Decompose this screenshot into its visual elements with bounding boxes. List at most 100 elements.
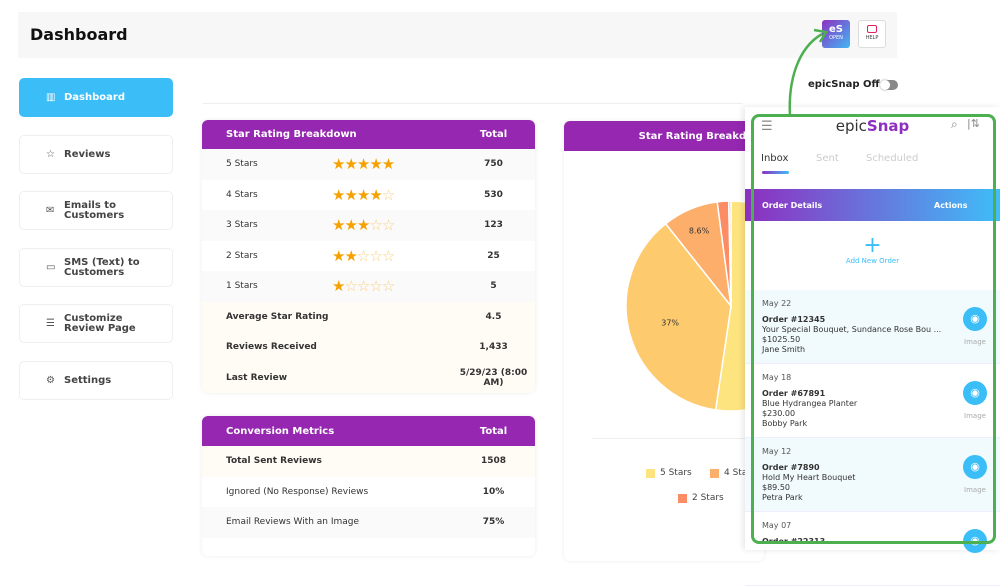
epicsnap-toggle[interactable] — [880, 80, 898, 90]
sidebar-item-label: SMS (Text) to Customers — [64, 256, 140, 278]
row-label: 5 Stars — [226, 159, 258, 170]
sidebar-item-dashboard[interactable]: ▥ Dashboard — [19, 78, 173, 117]
legend-swatch — [678, 493, 687, 503]
legend-item[interactable]: 2 Stars — [678, 493, 724, 503]
sidebar-item-settings[interactable]: ⚙ Settings — [19, 361, 173, 400]
plus-icon: + — [863, 233, 882, 258]
row-value: 1,433 — [479, 342, 508, 353]
customer-name: Jane Smith — [762, 345, 806, 354]
pie-chart-card: Star Rating Breakdown 37% 8.6% 5 Stars 4 … — [564, 121, 764, 561]
tab-inbox[interactable]: Inbox — [761, 153, 789, 164]
layout-icon: ☰ — [46, 317, 55, 329]
table-row: Total Sent Reviews 1508 — [202, 446, 535, 477]
tab-scheduled[interactable]: Scheduled — [866, 153, 919, 164]
camera-icon[interactable]: ◉ — [963, 307, 987, 331]
hamburger-menu-icon[interactable]: ☰ — [761, 119, 773, 134]
gear-icon: ⚙ — [46, 374, 55, 386]
divider — [203, 103, 743, 104]
total-header: Total — [479, 425, 508, 437]
help-button[interactable]: HELP — [858, 20, 886, 48]
table-header: Conversion Metrics Total — [202, 416, 535, 446]
star-rating-icons: ★★★☆☆ — [332, 216, 395, 235]
star-rating-icons: ★★☆☆☆ — [332, 246, 395, 265]
pie-chart: 37% 8.6% — [625, 200, 764, 412]
row-label: Reviews Received — [226, 342, 317, 353]
email-icon: ✉ — [46, 204, 55, 216]
table-row: 3 Stars ★★★☆☆ 123 — [202, 210, 535, 241]
legend-label: 2 Stars — [692, 493, 724, 503]
row-total: 530 — [484, 189, 503, 200]
legend-item[interactable]: 4 Sta — [710, 468, 747, 478]
chart-header: Star Rating Breakdown — [564, 121, 764, 151]
order-date: May 12 — [762, 447, 792, 456]
row-value: 4.5 — [485, 311, 502, 322]
open-label: OPEN — [829, 35, 843, 41]
star-icon: ☆ — [46, 148, 55, 160]
sidebar-item-emails[interactable]: ✉ Emails to Customers — [19, 191, 173, 230]
total-header: Total — [479, 129, 508, 140]
row-label: Ignored (No Response) Reviews — [226, 486, 369, 497]
epicsnap-logo-icon: eS — [829, 24, 843, 35]
sidebar-item-sms[interactable]: ▭ SMS (Text) to Customers — [19, 248, 173, 287]
order-number: Order #67891 — [762, 389, 826, 398]
legend-label: 4 Sta — [724, 468, 748, 478]
col-order-details: Order Details — [762, 201, 823, 210]
sidebar-item-label: Reviews — [64, 148, 111, 160]
chart-title: Star Rating Breakdown — [638, 130, 764, 142]
tab-sent[interactable]: Sent — [816, 153, 839, 164]
sidebar-item-reviews[interactable]: ☆ Reviews — [19, 135, 173, 174]
row-value: 75% — [482, 517, 505, 528]
order-item[interactable]: May 22 Order #12345 Your Special Bouquet, … — [745, 290, 1000, 364]
order-items: Blue Hydrangea Planter — [762, 399, 858, 408]
row-label: 1 Stars — [226, 281, 258, 292]
order-date: May 07 — [762, 521, 792, 530]
table-title: Conversion Metrics — [226, 425, 335, 437]
row-label: 4 Stars — [226, 189, 258, 200]
image-action-label: Image — [964, 486, 986, 494]
epicsnap-panel: ☰ epicSnap ⌕ |⇅ Inbox Sent Scheduled Ord… — [745, 107, 1000, 586]
customer-name: Bobby Park — [762, 419, 808, 428]
star-rating-icons: ★★★★★ — [332, 155, 395, 174]
row-total: 5 — [490, 281, 497, 292]
data-label: 37% — [661, 318, 679, 327]
star-rating-icons: ★☆☆☆☆ — [332, 277, 395, 296]
row-total: 123 — [484, 220, 503, 231]
row-label: 2 Stars — [226, 250, 258, 261]
order-item[interactable]: May 18 Order #67891 Blue Hydrangea Planter… — [745, 364, 1000, 438]
add-new-order-button[interactable]: + Add New Order — [745, 233, 1000, 266]
order-item[interactable]: May 07 Order #22313 ◉ — [745, 512, 1000, 586]
row-total: 25 — [487, 250, 500, 261]
order-number: Order #12345 — [762, 315, 826, 324]
star-rating-icons: ★★★★☆ — [332, 185, 395, 204]
sort-icon[interactable]: |⇅ — [967, 117, 980, 130]
camera-icon[interactable]: ◉ — [963, 381, 987, 405]
order-items: Your Special Bouquet, Sundance Rose Bou … — [762, 325, 942, 334]
tab-underline — [762, 171, 789, 174]
summary-row: Reviews Received 1,433 — [202, 332, 535, 363]
camera-icon[interactable]: ◉ — [963, 455, 987, 479]
pie-slice-1-stars[interactable] — [727, 200, 732, 307]
order-price: $89.50 — [762, 483, 790, 492]
bar-chart-icon: ▥ — [46, 91, 56, 103]
order-items: Hold My Heart Bouquet — [762, 473, 856, 482]
row-label: Email Reviews With an Image — [226, 517, 360, 528]
sidebar-item-customize[interactable]: ☰ Customize Review Page — [19, 304, 173, 343]
page-header: Dashboard eS OPEN HELP — [18, 12, 897, 58]
pie-slice-4-stars[interactable] — [625, 222, 732, 411]
order-number: Order #7890 — [762, 463, 820, 472]
order-item[interactable]: May 12 Order #7890 Hold My Heart Bouquet $8… — [745, 438, 1000, 512]
conversion-metrics-table: Conversion Metrics Total Total Sent Revie… — [202, 416, 535, 556]
orders-header: Order Details Actions — [745, 189, 1000, 221]
sidebar-item-label: Dashboard — [64, 91, 125, 103]
table-row: 1 Stars ★☆☆☆☆ 5 — [202, 271, 535, 302]
epicsnap-open-button[interactable]: eS OPEN — [822, 20, 850, 48]
table-row: 2 Stars ★★☆☆☆ 25 — [202, 241, 535, 272]
camera-icon[interactable]: ◉ — [963, 529, 987, 553]
table-header: Star Rating Breakdown Total — [202, 120, 535, 149]
legend-item[interactable]: 5 Stars — [646, 468, 692, 478]
customer-name: Petra Park — [762, 493, 803, 502]
search-icon[interactable]: ⌕ — [951, 117, 958, 131]
table-title: Star Rating Breakdown — [226, 129, 357, 140]
row-label: Total Sent Reviews — [226, 456, 322, 467]
row-label: 3 Stars — [226, 220, 258, 231]
